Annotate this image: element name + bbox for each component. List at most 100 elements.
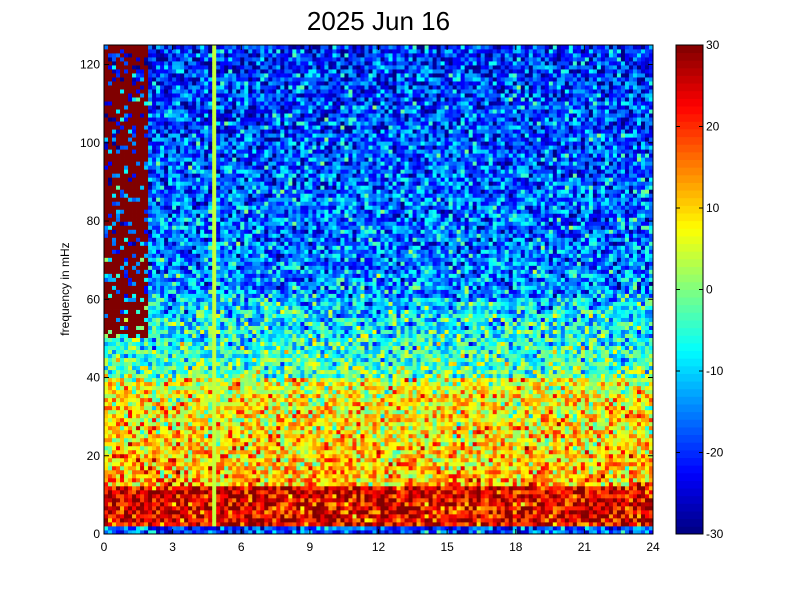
heatmap-cell: [140, 121, 145, 126]
heatmap-cell: [216, 165, 221, 170]
heatmap-cell: [128, 505, 133, 511]
heatmap-cell: [180, 289, 185, 294]
heatmap-cell: [216, 189, 221, 194]
heatmap-cell: [148, 173, 153, 178]
heatmap-cell: [168, 305, 173, 310]
heatmap-cell: [180, 157, 185, 162]
heatmap-cell: [124, 229, 129, 234]
heatmap-cell: [236, 313, 241, 318]
heatmap-cell: [188, 417, 193, 423]
heatmap-cell: [224, 389, 229, 395]
heatmap-cell: [112, 401, 117, 407]
heatmap-cell: [128, 349, 133, 355]
heatmap-cell: [116, 85, 121, 90]
heatmap-cell: [172, 333, 177, 338]
heatmap-cell: [216, 485, 221, 491]
heatmap-cell: [160, 349, 165, 355]
heatmap-cell: [128, 501, 133, 507]
heatmap-cell: [196, 325, 201, 330]
heatmap-cell: [180, 201, 185, 206]
heatmap-cell: [240, 253, 245, 258]
heatmap-cell: [248, 453, 253, 459]
heatmap-cell: [132, 489, 137, 495]
heatmap-cell: [128, 397, 133, 403]
heatmap-cell: [104, 105, 109, 110]
heatmap-cell: [164, 209, 169, 214]
heatmap-cell: [260, 105, 265, 110]
heatmap-cell: [260, 81, 265, 86]
heatmap-cell: [188, 433, 193, 439]
heatmap-cell: [132, 373, 137, 379]
heatmap-cell: [188, 221, 193, 226]
heatmap-cell: [180, 349, 185, 355]
heatmap-cell: [188, 497, 193, 503]
heatmap-cell: [136, 257, 141, 262]
heatmap-cell: [108, 329, 113, 334]
heatmap-cell: [212, 305, 217, 310]
heatmap-cell: [136, 265, 141, 270]
heatmap-cell: [116, 453, 121, 459]
heatmap-cell: [224, 265, 229, 270]
heatmap-cell: [224, 397, 229, 403]
heatmap-cell: [164, 237, 169, 242]
heatmap-cell: [216, 369, 221, 375]
heatmap-cell: [252, 185, 257, 190]
heatmap-cell: [152, 301, 157, 306]
heatmap-cell: [152, 289, 157, 294]
heatmap-cell: [164, 505, 169, 511]
heatmap-cell: [244, 509, 249, 515]
heatmap-cell: [208, 489, 213, 495]
heatmap-cell: [152, 133, 157, 138]
heatmap-cell: [136, 477, 141, 483]
heatmap-cell: [152, 461, 157, 467]
heatmap-cell: [132, 293, 137, 298]
heatmap-cell: [248, 425, 253, 431]
heatmap-cell: [252, 269, 257, 274]
heatmap-cell: [216, 377, 221, 383]
heatmap-cell: [200, 153, 205, 158]
heatmap-cell: [136, 77, 141, 82]
heatmap-cell: [216, 361, 221, 367]
heatmap-cell: [228, 417, 233, 423]
heatmap-cell: [244, 73, 249, 78]
heatmap-cell: [180, 473, 185, 479]
heatmap-cell: [164, 53, 169, 58]
heatmap-cell: [220, 145, 225, 150]
heatmap-cell: [196, 93, 201, 98]
heatmap-cell: [216, 465, 221, 471]
heatmap-cell: [260, 493, 265, 499]
heatmap-cell: [248, 485, 253, 491]
heatmap-cell: [132, 201, 137, 206]
heatmap-cell: [148, 413, 153, 419]
heatmap-cell: [176, 305, 181, 310]
heatmap-cell: [140, 241, 145, 246]
heatmap-cell: [168, 113, 173, 118]
heatmap-cell: [120, 213, 125, 218]
heatmap-cell: [140, 157, 145, 162]
heatmap-cell: [180, 77, 185, 82]
heatmap-cell: [172, 69, 177, 74]
heatmap-cell: [184, 409, 189, 415]
heatmap-cell: [204, 129, 209, 134]
heatmap-cell: [212, 441, 217, 447]
heatmap-cell: [184, 221, 189, 226]
heatmap-cell: [160, 121, 165, 126]
heatmap-cell: [172, 169, 177, 174]
heatmap-cell: [240, 417, 245, 423]
heatmap-cell: [172, 213, 177, 218]
heatmap-cell: [116, 77, 121, 82]
heatmap-cell: [256, 193, 261, 198]
heatmap-cell: [228, 393, 233, 399]
heatmap-cell: [156, 185, 161, 190]
heatmap-cell: [176, 221, 181, 226]
heatmap-cell: [216, 49, 221, 54]
heatmap-cell: [224, 489, 229, 495]
heatmap-cell: [212, 73, 217, 78]
heatmap-cell: [104, 393, 109, 399]
heatmap-cell: [164, 417, 169, 423]
heatmap-cell: [200, 285, 205, 290]
heatmap-cell: [104, 353, 109, 359]
heatmap-cell: [196, 409, 201, 415]
heatmap-cell: [236, 177, 241, 182]
heatmap-cell: [212, 393, 217, 399]
